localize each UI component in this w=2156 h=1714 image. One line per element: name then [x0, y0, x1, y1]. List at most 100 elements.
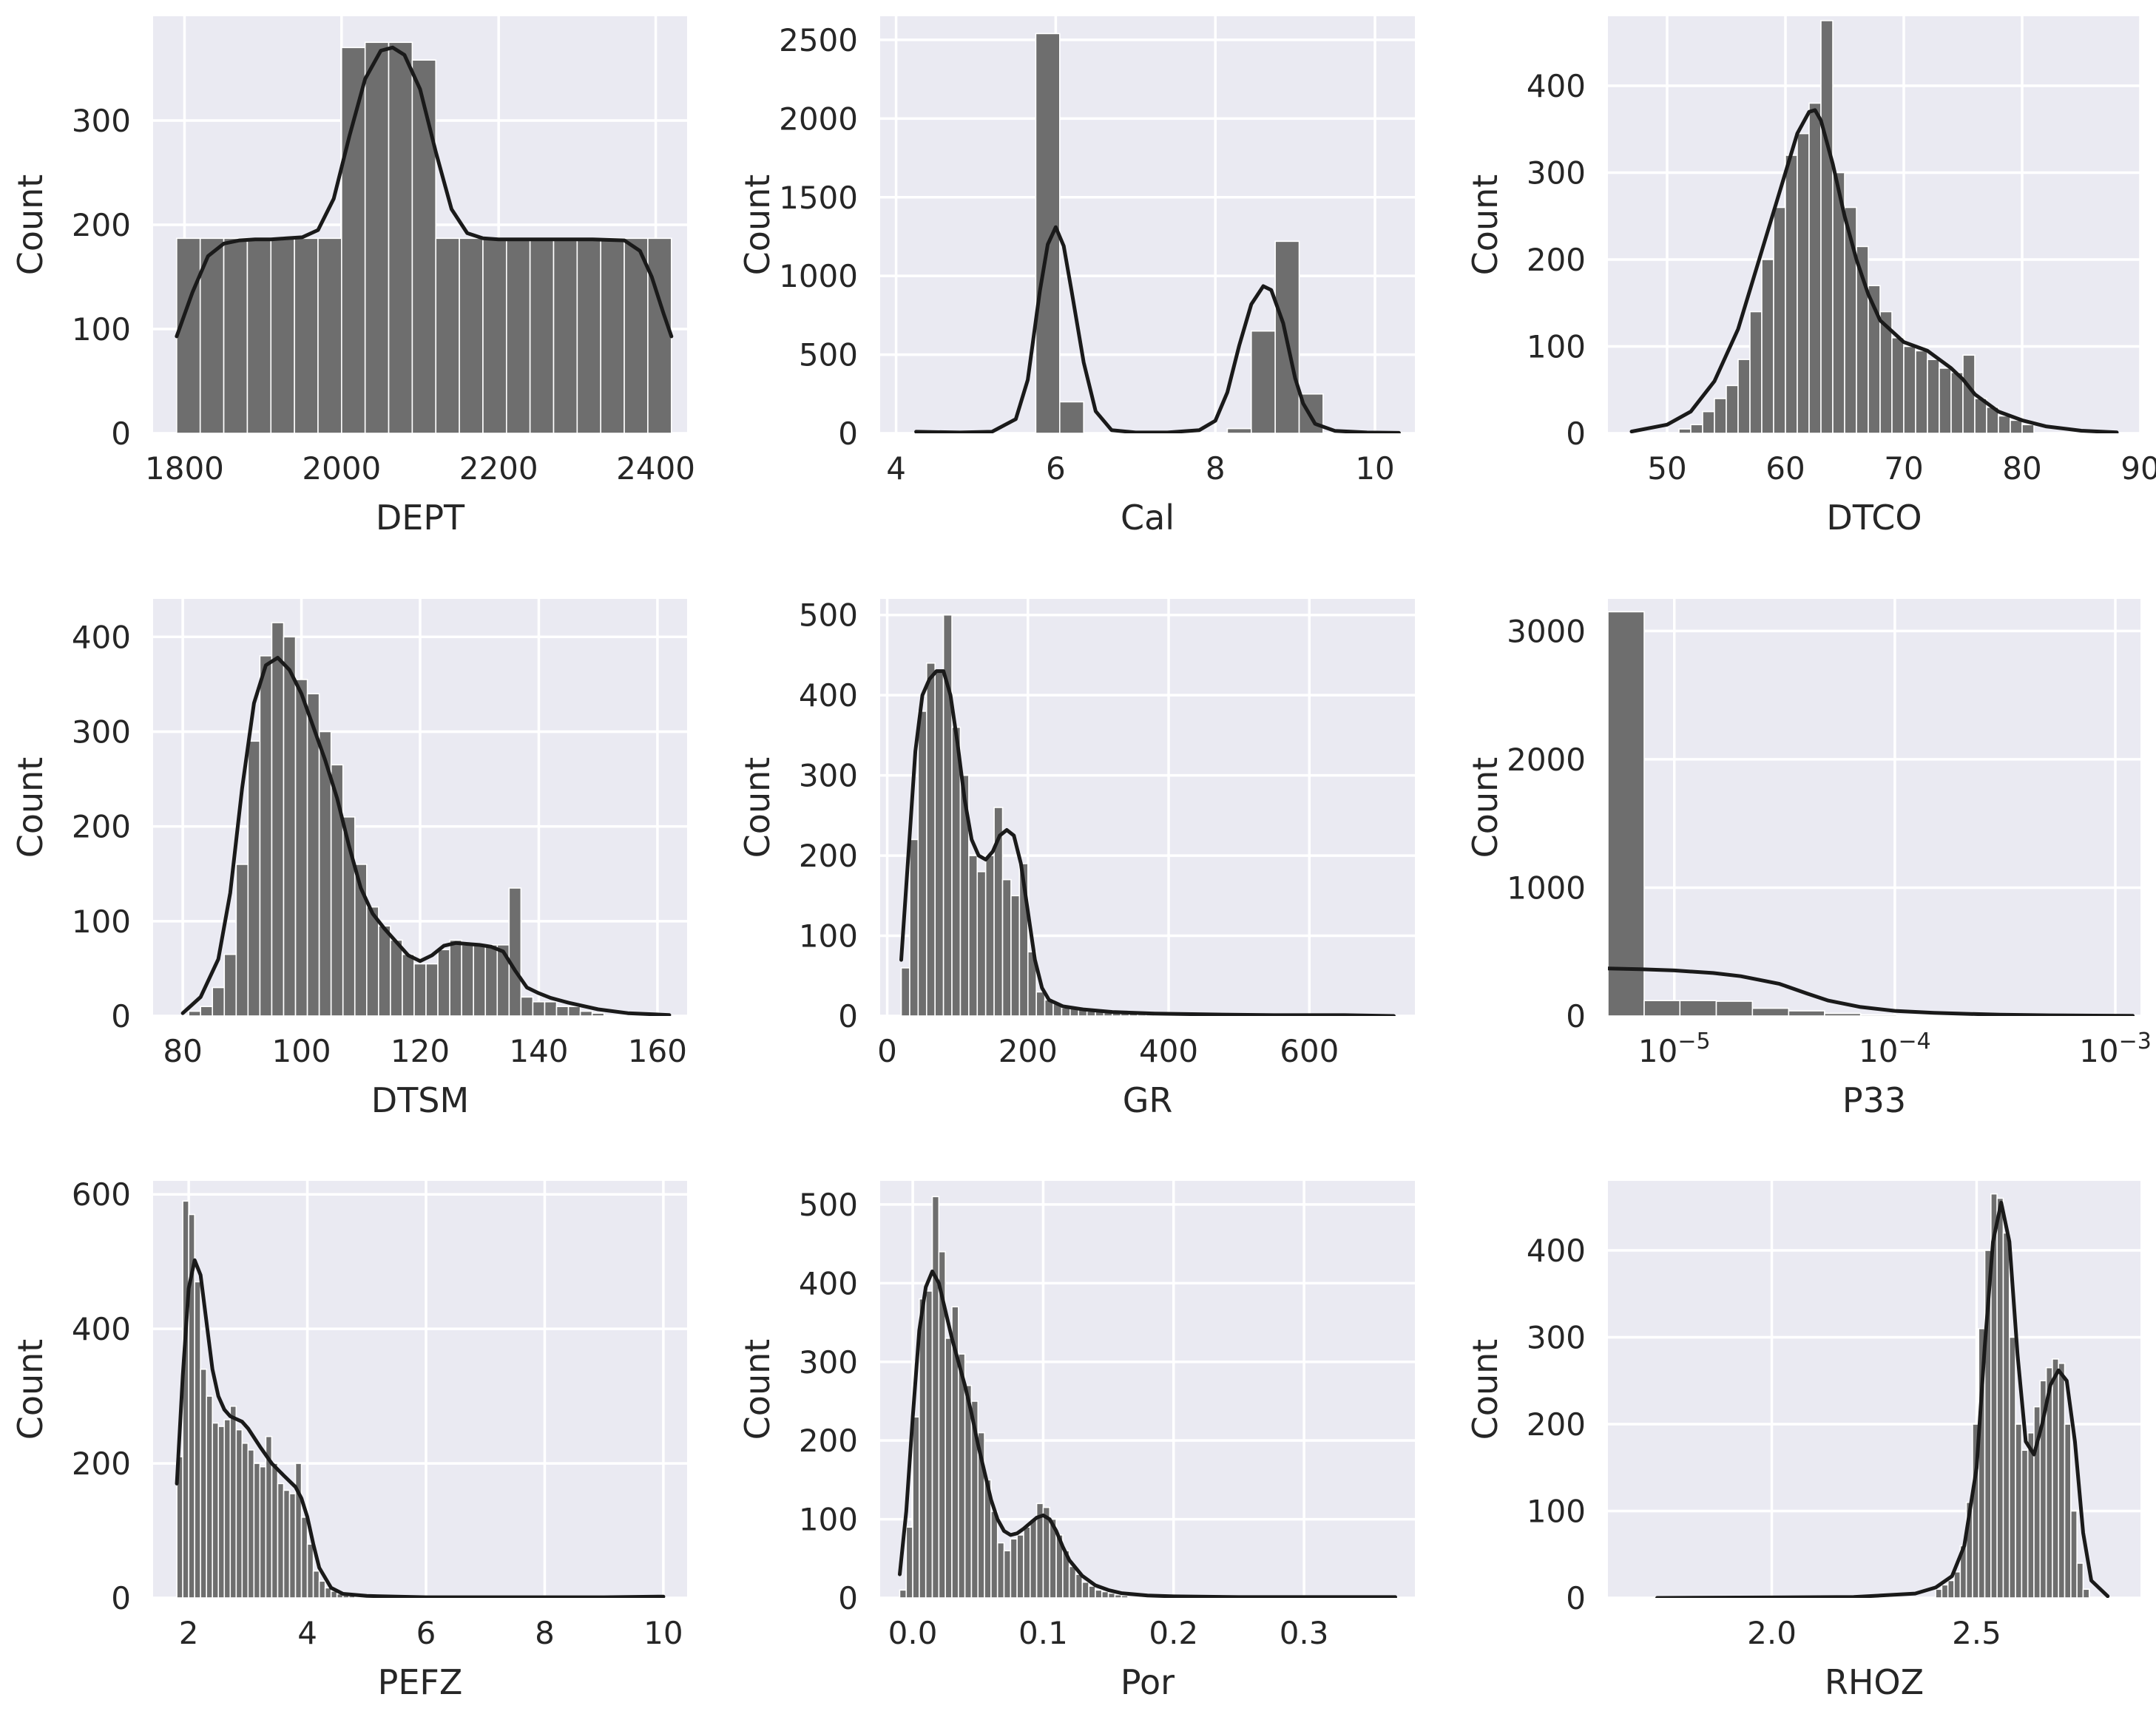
y-axis-label: Count	[1465, 175, 1505, 276]
histogram-bar	[1761, 259, 1774, 433]
y-axis-label: Count	[10, 175, 50, 276]
y-axis-label: Count	[737, 175, 777, 276]
x-axis-label: RHOZ	[1825, 1662, 1924, 1702]
histogram-bar	[2021, 424, 2035, 433]
panel-pefz: 2 4 6 8 10 0 200 400 600 PEFZ Count	[10, 1176, 687, 1702]
histogram-bar	[2070, 1510, 2078, 1598]
histogram-bar	[317, 237, 342, 433]
x-tick-exponent: −5	[1677, 1029, 1710, 1054]
x-tick-label: 4	[297, 1615, 317, 1651]
histogram-bar	[1035, 33, 1061, 433]
kde-line	[898, 1269, 1397, 1598]
x-axis-label: DTSM	[371, 1080, 469, 1120]
plot-area	[880, 16, 1415, 433]
histogram-bar	[459, 237, 484, 433]
histogram-bar	[1058, 401, 1084, 433]
x-tick-label: 0.0	[888, 1615, 938, 1651]
y-tick-label: 1000	[779, 258, 858, 294]
y-axis-label: Count	[737, 757, 777, 858]
panel-p33: 10−5 10−4 10−3 0 1000 2000 3000 P33 Count	[1465, 599, 2152, 1120]
y-tick-label: 600	[72, 1176, 131, 1213]
histogram-bar	[2015, 1423, 2023, 1598]
y-tick-label: 500	[799, 1187, 858, 1223]
histogram-bar	[1010, 1538, 1018, 1598]
x-tick-label: 0.3	[1280, 1615, 1329, 1651]
histogram-bar	[1915, 350, 1928, 433]
histogram-bar	[508, 887, 522, 1016]
histogram-bar	[435, 237, 460, 433]
x-tick-label: 8	[1206, 450, 1226, 487]
y-tick-label: 200	[72, 207, 131, 243]
x-tick-label: 0.2	[1149, 1615, 1198, 1651]
histogram-bars	[899, 1196, 1129, 1598]
histogram-bar	[1068, 1565, 1077, 1598]
kde-line	[175, 1258, 666, 1598]
x-tick-label: 80	[163, 1033, 202, 1069]
y-tick-label: 100	[799, 918, 858, 955]
y-tick-label: 100	[1527, 1494, 1586, 1530]
y-tick-label: 0	[1566, 416, 1586, 452]
y-tick-label: 500	[799, 597, 858, 634]
histogram-bar	[1726, 385, 1739, 433]
histogram-bar	[1608, 611, 1645, 1016]
histogram-bar	[235, 864, 249, 1016]
y-tick-label: 400	[72, 619, 131, 655]
y-tick-label: 3000	[1507, 613, 1586, 649]
histogram-bar	[182, 1200, 189, 1598]
x-axis-label: PEFZ	[378, 1662, 463, 1702]
histogram-bar	[919, 1298, 927, 1598]
histogram-bar	[176, 237, 201, 433]
x-tick-label: 60	[1765, 450, 1805, 487]
y-tick-label: 100	[72, 904, 131, 940]
x-tick-label: 140	[509, 1033, 568, 1069]
x-tick-label: 2.0	[1747, 1615, 1797, 1651]
histogram-bar	[1003, 1550, 1012, 1598]
y-tick-label: 1000	[1507, 870, 1586, 906]
x-tick-label: 10−5	[1638, 1029, 1711, 1069]
histogram-bar	[212, 1422, 220, 1598]
histogram-bar	[1101, 1591, 1109, 1598]
y-tick-label: 0	[838, 998, 858, 1034]
x-tick-label: 2.5	[1952, 1615, 2001, 1651]
panel-por: 0.0 0.1 0.2 0.3 0 100 200 300 400 500 Por Count	[737, 1181, 1415, 1702]
y-tick-label: 100	[72, 311, 131, 348]
y-tick-label: 200	[1527, 1406, 1586, 1443]
plot-area	[1608, 599, 2140, 1016]
x-tick-label: 2400	[616, 450, 695, 487]
y-tick-label: 200	[72, 1446, 131, 1482]
histogram-bar	[1927, 359, 1940, 433]
histogram-bar	[288, 1493, 297, 1598]
histogram-bar	[312, 1570, 320, 1598]
histogram-bar	[482, 237, 507, 433]
y-tick-label: 300	[1527, 1320, 1586, 1356]
histogram-bar	[1935, 1588, 1943, 1598]
histogram-bar	[283, 1489, 291, 1598]
x-tick-label: 10	[643, 1615, 683, 1651]
x-axis-label: DTCO	[1826, 498, 1922, 538]
histogram-bar	[1010, 895, 1021, 1016]
histogram-bar	[1903, 345, 1916, 433]
histogram-bar	[294, 1463, 303, 1598]
histogram-bar	[1107, 1592, 1116, 1598]
histogram-bar	[912, 1416, 920, 1598]
histogram-bar	[1996, 1197, 2004, 1598]
x-tick-exponent: −4	[1898, 1029, 1930, 1054]
histogram-bar	[2021, 1449, 2029, 1598]
x-tick-label: 100	[271, 1033, 331, 1069]
histogram-bar	[2082, 1588, 2090, 1598]
x-tick-label: 10−3	[2079, 1029, 2152, 1069]
histogram-bar	[1808, 102, 1822, 433]
histogram-bar	[544, 1000, 558, 1016]
x-tick-label: 10	[1355, 450, 1394, 487]
histogram-bars	[1935, 1193, 2090, 1598]
y-tick-label: 2000	[779, 101, 858, 137]
x-tick-label: 160	[628, 1033, 687, 1069]
y-tick-label: 400	[799, 677, 858, 714]
histogram-bar	[300, 1517, 308, 1598]
x-tick-label: 200	[998, 1033, 1058, 1069]
histogram-bar	[996, 1542, 1005, 1598]
histogram-bar	[1643, 1000, 1681, 1016]
y-axis-label: Count	[737, 1339, 777, 1440]
x-tick-label: 80	[2002, 450, 2041, 487]
